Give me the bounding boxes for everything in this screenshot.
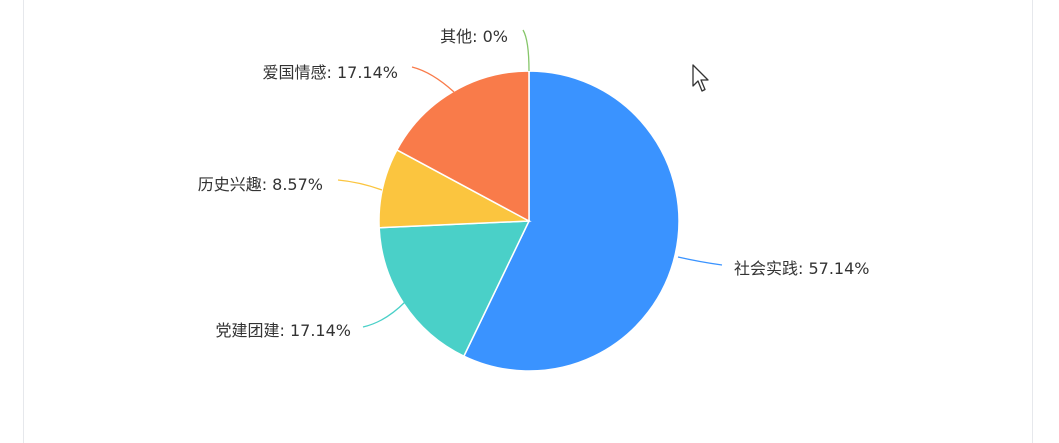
leader-line-party-building bbox=[362, 301, 406, 328]
label-leader-lines bbox=[337, 29, 723, 328]
leader-line-social-practice bbox=[677, 256, 723, 266]
arrow-cursor-icon bbox=[692, 64, 709, 92]
slice-label-history-interest: 历史兴趣: 8.57% bbox=[198, 175, 323, 194]
slice-label-other: 其他: 0% bbox=[440, 27, 508, 46]
leader-line-history-interest bbox=[337, 179, 383, 191]
pie-slice-social-practice[interactable] bbox=[462, 70, 680, 372]
leader-line-other bbox=[522, 29, 530, 72]
slice-labels: 社会实践: 57.14% 党建团建: 17.14% 历史兴趣: 8.57% 爱国… bbox=[198, 27, 870, 340]
pie-slice-patriotism[interactable] bbox=[395, 70, 530, 223]
leader-line-patriotism bbox=[411, 66, 455, 93]
slice-label-social-practice: 社会实践: 57.14% bbox=[734, 259, 870, 278]
slice-label-party-building: 党建团建: 17.14% bbox=[216, 321, 352, 340]
pie-slices bbox=[378, 70, 680, 372]
slice-label-patriotism: 爱国情感: 17.14% bbox=[263, 63, 399, 82]
